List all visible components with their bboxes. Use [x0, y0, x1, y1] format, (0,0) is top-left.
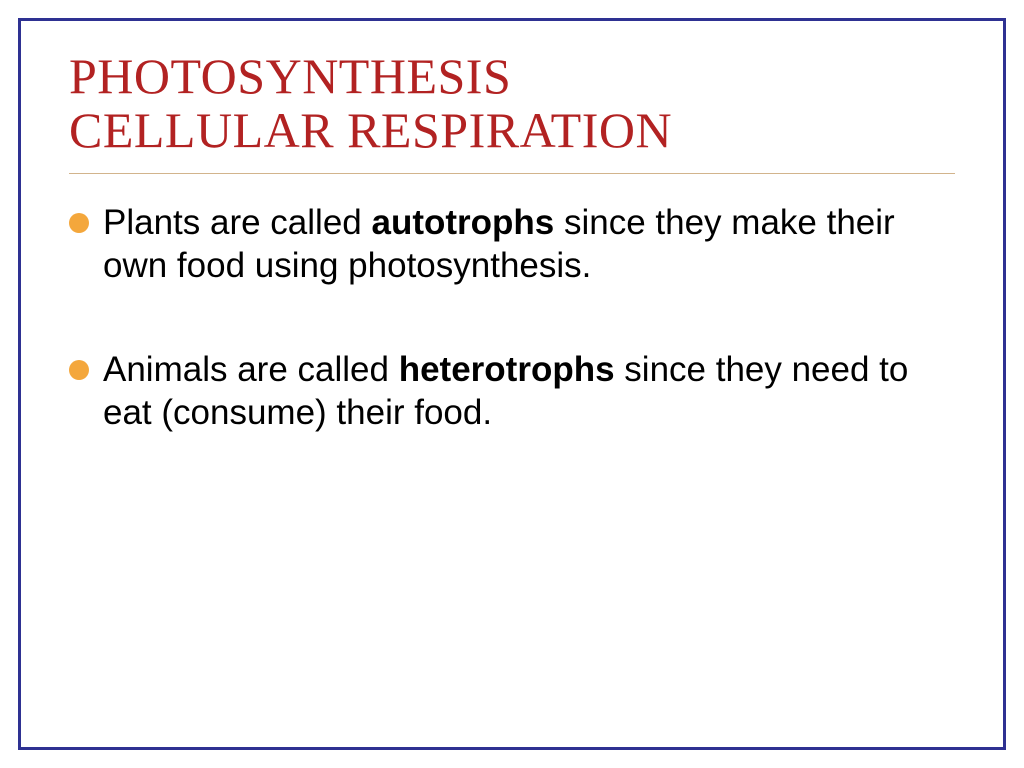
text-bold: autotrophs — [371, 203, 554, 242]
bullet-icon — [69, 360, 89, 380]
slide-title: PHOTOSYNTHESIS CELLULAR RESPIRATION — [69, 49, 955, 157]
text-pre: Animals are called — [103, 350, 399, 389]
bullet-icon — [69, 213, 89, 233]
title-line-1: PHOTOSYNTHESIS — [69, 49, 955, 103]
title-line-2: CELLULAR RESPIRATION — [69, 103, 955, 157]
title-divider — [69, 173, 955, 174]
bullet-text: Plants are called autotrophs since they … — [103, 202, 955, 287]
text-bold: heterotrophs — [399, 350, 615, 389]
list-item: Plants are called autotrophs since they … — [69, 202, 955, 287]
bullet-list: Plants are called autotrophs since they … — [69, 202, 955, 435]
bullet-text: Animals are called heterotrophs since th… — [103, 349, 955, 434]
text-pre: Plants are called — [103, 203, 371, 242]
slide-frame: PHOTOSYNTHESIS CELLULAR RESPIRATION Plan… — [18, 18, 1006, 750]
list-item: Animals are called heterotrophs since th… — [69, 349, 955, 434]
